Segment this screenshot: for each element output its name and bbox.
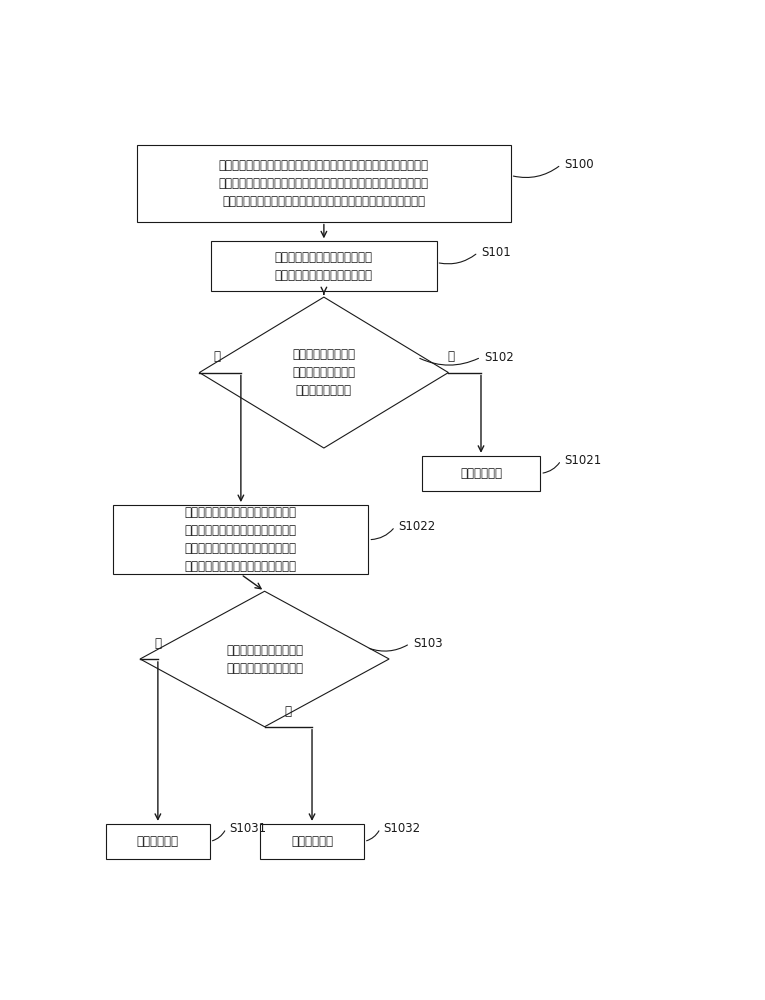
Polygon shape: [140, 591, 389, 727]
FancyBboxPatch shape: [137, 145, 511, 222]
Text: 输出提示信号: 输出提示信号: [291, 835, 333, 848]
Text: S1032: S1032: [383, 822, 420, 835]
Text: 输出正常信号: 输出正常信号: [460, 467, 502, 480]
FancyBboxPatch shape: [113, 505, 368, 574]
FancyBboxPatch shape: [211, 241, 437, 291]
Text: 获取第一检测点的第一温度信息
以及第二检测点的第二温度信息: 获取第一检测点的第一温度信息 以及第二检测点的第二温度信息: [275, 251, 373, 282]
Text: S103: S103: [413, 637, 442, 650]
Polygon shape: [200, 297, 448, 448]
Text: S100: S100: [564, 158, 594, 171]
FancyBboxPatch shape: [260, 824, 364, 859]
Text: S102: S102: [484, 351, 514, 364]
Text: 判断第一温度信息所
对应的温度是否大于
所预设的基准温度: 判断第一温度信息所 对应的温度是否大于 所预设的基准温度: [292, 348, 356, 397]
Text: 判断实际温度信息所对应
的数值是否大于基准温度: 判断实际温度信息所对应 的数值是否大于基准温度: [226, 644, 303, 674]
FancyBboxPatch shape: [422, 456, 540, 491]
FancyBboxPatch shape: [106, 824, 210, 859]
Text: 否: 否: [285, 705, 291, 718]
Text: 否: 否: [448, 350, 455, 363]
Text: 计算差值以获取实际温度信息，差值
为第一温度信息所对应的温度减转化
温度的差，转化温度为预设的转化率
乘以第二温度信息所对应的温度的积: 计算差值以获取实际温度信息，差值 为第一温度信息所对应的温度减转化 温度的差，转…: [185, 506, 297, 573]
Text: S101: S101: [481, 246, 511, 259]
Text: 是: 是: [213, 350, 220, 363]
Text: 是: 是: [155, 637, 161, 650]
Text: 定义电池系统侧壁具有若干个第一检测点和第二检测点，且第一检测
点与第二检测点一一对应，第一检测点为电池系统内部用于检测内部
温度的位置，第二检测点为电池系统外部: 定义电池系统侧壁具有若干个第一检测点和第二检测点，且第一检测 点与第二检测点一一…: [219, 159, 429, 208]
Text: S1021: S1021: [564, 454, 601, 467]
Text: S1022: S1022: [398, 520, 435, 533]
Text: S1031: S1031: [229, 822, 266, 835]
Text: 输出异常信号: 输出异常信号: [137, 835, 179, 848]
